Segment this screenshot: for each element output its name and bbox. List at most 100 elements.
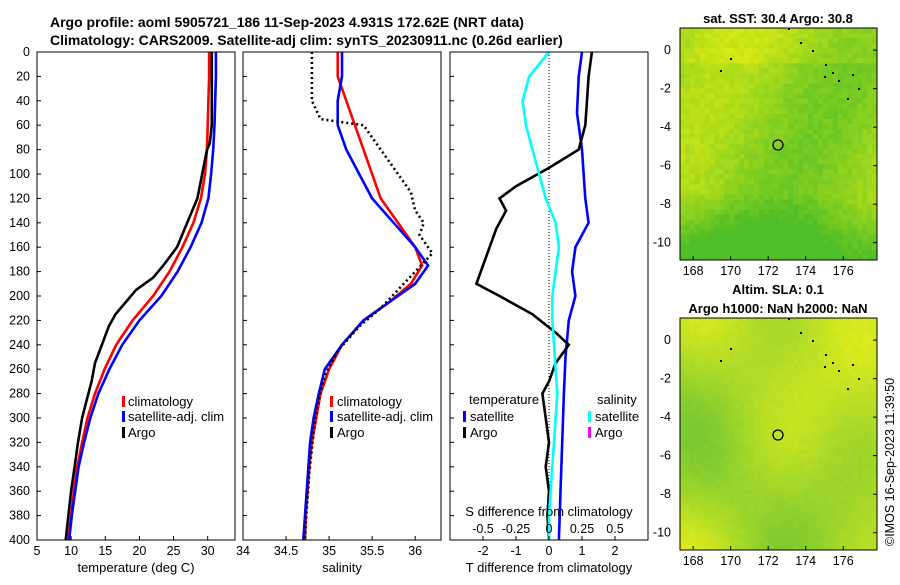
heatmap-cell: [694, 179, 701, 185]
y-tick-label: 60: [16, 118, 30, 132]
heatmap-cell: [699, 214, 706, 221]
heatmap-cell: [748, 224, 755, 231]
heatmap-cell: [773, 474, 779, 480]
heatmap-cell: [822, 318, 829, 324]
heatmap-cell: [788, 323, 794, 329]
heatmap-cell: [822, 43, 829, 49]
heatmap-cell: [694, 408, 701, 415]
heatmap-cell: [788, 398, 794, 405]
heatmap-cell: [793, 373, 799, 379]
heatmap-cell: [704, 459, 710, 465]
coast-dot: [825, 64, 827, 66]
heatmap-cell: [704, 53, 710, 59]
heatmap-cell: [817, 403, 824, 410]
heatmap-cell: [694, 154, 701, 160]
heatmap-cell: [724, 368, 730, 374]
heatmap-cell: [827, 234, 834, 241]
heatmap-cell: [739, 464, 745, 470]
heatmap-cell: [803, 323, 809, 329]
heatmap-cell: [734, 244, 740, 251]
heatmap-cell: [729, 514, 735, 521]
heatmap-cell: [783, 63, 789, 69]
heatmap-cell: [714, 48, 720, 54]
heatmap-cell: [699, 343, 706, 349]
heatmap-cell: [808, 353, 814, 359]
heatmap-cell: [753, 53, 760, 59]
heatmap-cell: [724, 459, 730, 465]
heatmap-cell: [793, 224, 799, 231]
heatmap-cell: [753, 459, 760, 465]
heatmap-cell: [699, 58, 706, 64]
heatmap-cell: [793, 403, 799, 410]
heatmap-cell: [783, 78, 789, 84]
heatmap-cell: [744, 469, 750, 475]
heatmap-cell: [857, 164, 863, 170]
heatmap-cell: [803, 388, 809, 395]
heatmap-cell: [872, 234, 877, 241]
heatmap-cell: [699, 149, 706, 155]
heatmap-cell: [812, 68, 819, 74]
heatmap-cell: [719, 179, 725, 185]
heatmap-cell: [680, 403, 686, 410]
heatmap-cell: [803, 408, 809, 415]
heatmap-cell: [724, 244, 730, 251]
heatmap-cell: [822, 373, 829, 379]
heatmap-cell: [729, 343, 735, 349]
heatmap-cell: [847, 464, 853, 470]
heatmap-cell: [744, 363, 750, 369]
heatmap-cell: [857, 363, 863, 369]
heatmap-cell: [793, 393, 799, 400]
heatmap-cell: [798, 343, 804, 349]
heatmap-cell: [753, 234, 760, 241]
heatmap-cell: [778, 363, 784, 369]
heatmap-cell: [709, 383, 715, 390]
heatmap-cell: [739, 103, 745, 110]
heatmap-cell: [753, 449, 760, 455]
heatmap-cell: [680, 398, 686, 405]
heatmap-cell: [842, 58, 848, 64]
heatmap-cell: [768, 48, 774, 54]
heatmap-cell: [867, 373, 873, 379]
heatmap-cell: [803, 534, 809, 541]
heatmap-cell: [852, 199, 858, 205]
series-line-argo: [64, 52, 214, 540]
heatmap-cell: [862, 333, 868, 339]
heatmap-cell: [822, 174, 829, 180]
heatmap-cell: [817, 154, 824, 160]
heatmap-cell: [680, 408, 686, 415]
heatmap-cell: [753, 499, 760, 506]
heatmap-cell: [827, 28, 834, 34]
heatmap-cell: [689, 123, 696, 130]
heatmap-cell: [763, 118, 770, 125]
heatmap-cell: [867, 474, 873, 480]
heatmap-cell: [684, 194, 691, 200]
heatmap-cell: [778, 454, 784, 460]
heatmap-cell: [699, 514, 706, 521]
heatmap-cell: [699, 509, 706, 516]
heatmap-cell: [837, 249, 843, 256]
heatmap-cell: [734, 509, 740, 516]
heatmap-cell: [822, 48, 829, 54]
heatmap-cell: [739, 229, 745, 236]
heatmap-cell: [837, 149, 843, 155]
heatmap-cell: [768, 499, 774, 506]
heatmap-cell: [808, 28, 814, 34]
heatmap-cell: [798, 373, 804, 379]
heatmap-cell: [808, 373, 814, 379]
heatmap-cell: [817, 184, 824, 190]
heatmap-cell: [847, 73, 853, 79]
heatmap-cell: [842, 368, 848, 374]
heatmap-cell: [758, 154, 765, 160]
heatmap-cell: [798, 509, 804, 516]
heatmap-cell: [709, 199, 715, 205]
heatmap-cell: [827, 149, 834, 155]
heatmap-cell: [778, 28, 784, 34]
heatmap-cell: [694, 519, 701, 526]
heatmap-cell: [758, 103, 765, 110]
heatmap-cell: [857, 154, 863, 160]
lon-tick-label: 176: [833, 554, 854, 568]
heatmap-cell: [817, 83, 824, 89]
sst-heatmap: [680, 28, 877, 260]
heatmap-cell: [773, 78, 779, 84]
heatmap-cell: [694, 43, 701, 49]
